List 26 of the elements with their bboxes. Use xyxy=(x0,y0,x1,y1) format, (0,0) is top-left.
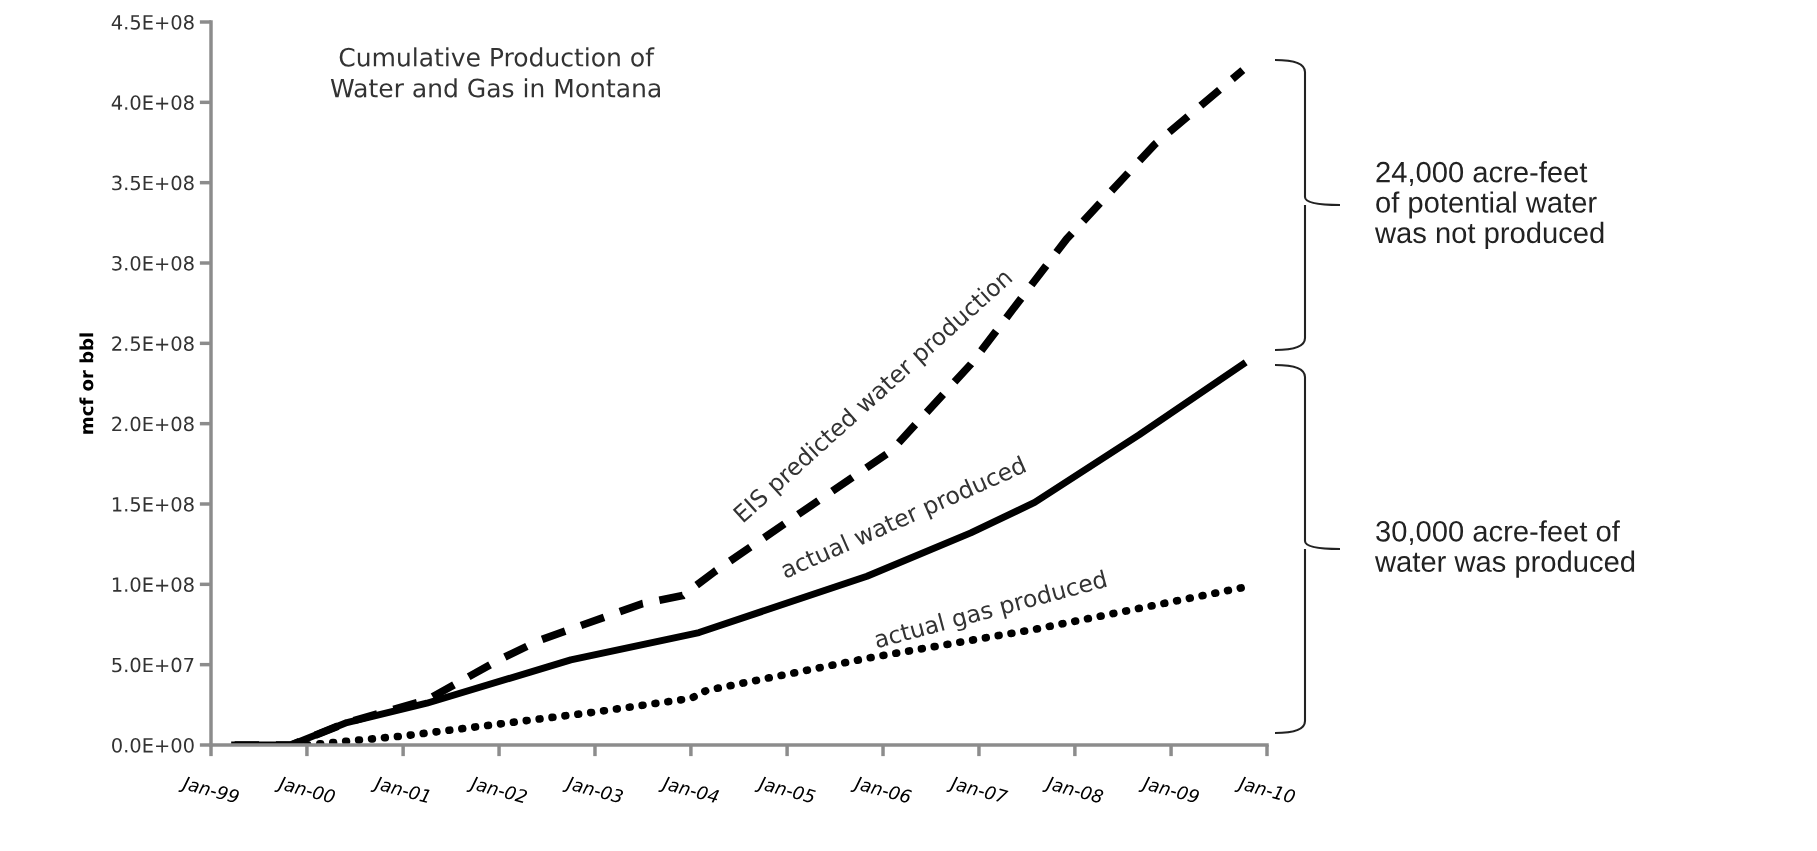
x-tick-label: Jan-01 xyxy=(370,775,431,807)
text: Cumulative Production of Water and Gas in Montana xyxy=(330,47,660,98)
text: 30,000 acre-feet of water was produced xyxy=(1374,520,1635,578)
x-tick-label: Jan-10 xyxy=(1234,775,1296,807)
y-tick-label: 2.0E+08 xyxy=(112,416,194,432)
y-tick-label: 5.0E+07 xyxy=(112,657,194,673)
x-tick-label: Jan-02 xyxy=(466,775,528,807)
y-tick-label: 3.0E+08 xyxy=(112,255,194,271)
y-tick-label: 1.0E+08 xyxy=(112,577,194,592)
y-tick-label: 0.0E+00 xyxy=(112,737,194,753)
x-tick-label: Jan-04 xyxy=(658,775,720,807)
y-axis-title: mcf or bbl xyxy=(79,333,94,434)
y-tick-label: 2.5E+08 xyxy=(112,336,194,351)
x-tick-label: Jan-08 xyxy=(1042,775,1104,807)
x-tick-label: Jan-09 xyxy=(1138,775,1200,807)
x-tick-label: Jan-07 xyxy=(946,775,1009,808)
text: 24,000 acre-feet of potential water was not produced xyxy=(1374,161,1604,249)
x-tick-label: Jan-03 xyxy=(562,775,624,807)
y-tick-label: 3.5E+08 xyxy=(112,175,194,191)
y-tick-label: 4.0E+08 xyxy=(111,95,194,110)
x-tick-label: Jan-06 xyxy=(850,775,913,807)
x-tick-label: Jan-00 xyxy=(274,775,336,807)
y-tick-label: 1.5E+08 xyxy=(112,496,194,512)
y-tick-label: 4.5E+08 xyxy=(111,14,194,30)
x-tick-label: Jan-05 xyxy=(754,775,816,807)
x-tick-label: Jan-99 xyxy=(178,775,240,807)
